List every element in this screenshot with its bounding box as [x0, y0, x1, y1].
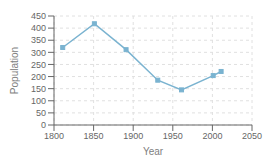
svg-text:450: 450	[31, 11, 46, 21]
svg-text:1950: 1950	[163, 131, 183, 141]
svg-text:1850: 1850	[84, 131, 104, 141]
svg-text:350: 350	[31, 35, 46, 45]
svg-text:0: 0	[41, 120, 46, 130]
svg-text:2000: 2000	[202, 131, 222, 141]
svg-text:2050: 2050	[242, 131, 262, 141]
svg-text:1800: 1800	[44, 131, 64, 141]
svg-text:Population: Population	[9, 47, 20, 94]
svg-text:50: 50	[36, 108, 46, 118]
svg-text:200: 200	[31, 72, 46, 82]
svg-text:300: 300	[31, 48, 46, 58]
svg-text:400: 400	[31, 23, 46, 33]
svg-text:100: 100	[31, 96, 46, 106]
svg-text:250: 250	[31, 60, 46, 70]
svg-text:Year: Year	[143, 146, 164, 157]
svg-text:1900: 1900	[123, 131, 143, 141]
svg-text:150: 150	[31, 84, 46, 94]
